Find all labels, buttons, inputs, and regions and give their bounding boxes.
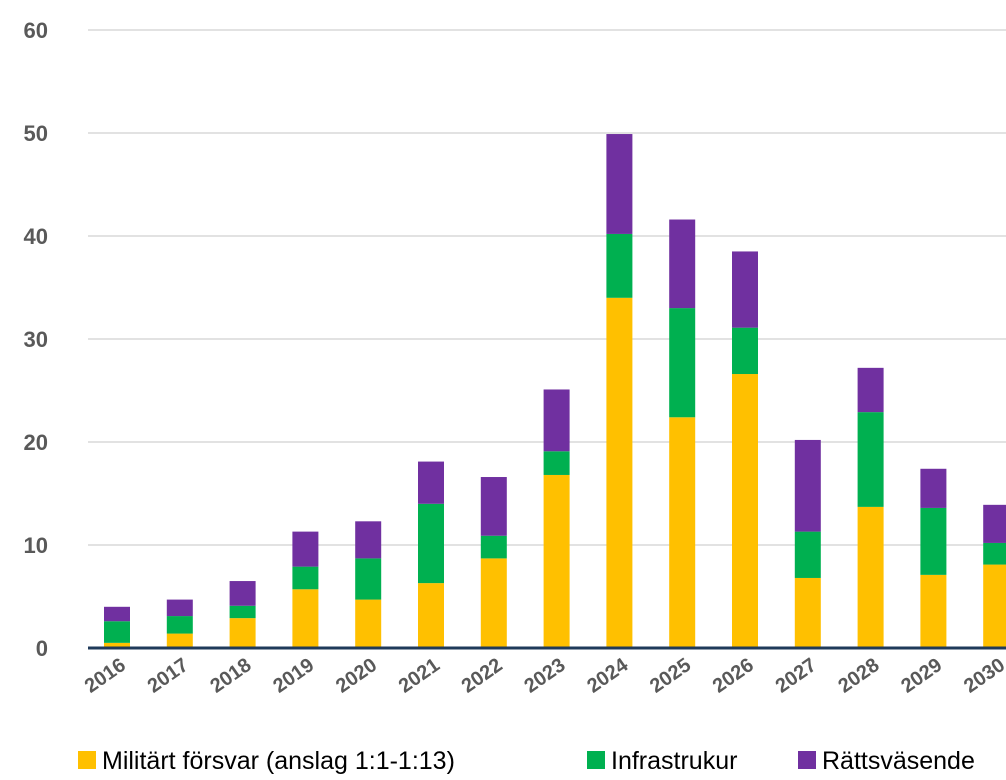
bar-segment-2016-series-1	[104, 642, 130, 648]
y-tick-label: 20	[24, 430, 48, 455]
bar-segment-2023-series-2	[543, 451, 570, 475]
legend: Militärt försvar (anslag 1:1-1:13) Infras…	[78, 747, 975, 775]
bar-segment-2018-series-3	[229, 581, 256, 606]
bar-stacks	[104, 134, 1006, 648]
y-tick-label: 0	[36, 636, 48, 661]
x-tick-label: 2027	[772, 654, 821, 698]
bar-segment-2030-series-2	[983, 542, 1006, 565]
bar-segment-2026-series-1	[732, 374, 758, 648]
bar-segment-2026-series-3	[732, 251, 758, 328]
x-tick-label: 2020	[332, 654, 381, 698]
bar-segment-2020-series-3	[355, 521, 382, 559]
y-tick-label: 50	[24, 121, 48, 146]
y-tick-label: 10	[24, 533, 48, 558]
x-tick-label: 2023	[520, 654, 569, 698]
bar-segment-2019-series-1	[292, 589, 319, 648]
bar-segment-2022-series-3	[480, 477, 507, 536]
x-tick-label: 2024	[583, 654, 633, 698]
y-tick-label: 40	[24, 224, 48, 249]
bar-segment-2017-series-2	[166, 616, 193, 634]
bar-segment-2028-series-3	[857, 367, 884, 413]
x-tick-label: 2025	[646, 654, 695, 698]
bar-segment-2030-series-1	[983, 564, 1006, 648]
bar-segment-2025-series-3	[669, 219, 696, 309]
bar-segment-2030-series-3	[983, 504, 1006, 543]
bar-segment-2018-series-2	[229, 605, 256, 619]
bar-segment-2024-series-2	[606, 233, 633, 298]
x-tick-label: 2016	[81, 654, 130, 698]
legend-label: Infrastrukur	[611, 747, 737, 775]
bar-segment-2029-series-3	[920, 468, 947, 508]
x-axis-tick-labels: 2016 2017 2018 2019 2020 2021 2022 2023 2024 2025…	[81, 654, 1006, 698]
bar-segment-2023-series-1	[543, 474, 570, 648]
bar-segment-2027-series-3	[794, 439, 821, 532]
x-tick-label: 2029	[897, 654, 946, 698]
legend-swatch	[587, 751, 605, 769]
legend-swatch	[78, 751, 96, 769]
x-tick-label: 2021	[395, 654, 444, 698]
gridlines	[88, 29, 1006, 546]
bar-segment-2019-series-2	[292, 566, 319, 590]
bar-segment-2021-series-1	[418, 583, 444, 648]
bar-segment-2024-series-1	[606, 297, 633, 648]
bar-segment-2022-series-2	[480, 535, 507, 559]
x-tick-label: 2030	[960, 654, 1006, 698]
bar-segment-2021-series-2	[418, 503, 444, 584]
bar-segment-2029-series-2	[920, 507, 947, 575]
bar-segment-2020-series-2	[355, 558, 382, 600]
bar-segment-2025-series-1	[669, 417, 696, 648]
bar-segment-2017-series-1	[166, 633, 193, 648]
legend-label: Militärt försvar (anslag 1:1-1:13)	[102, 747, 455, 775]
bar-segment-2028-series-2	[857, 412, 884, 507]
bar-segment-2016-series-3	[104, 606, 130, 622]
bar-segment-2026-series-2	[732, 327, 758, 375]
bar-segment-2028-series-1	[857, 506, 884, 648]
bar-segment-2023-series-3	[543, 389, 570, 452]
bar-segment-2018-series-1	[229, 618, 256, 648]
x-tick-label: 2018	[206, 654, 255, 698]
x-tick-label: 2026	[709, 654, 758, 698]
x-tick-label: 2022	[458, 654, 507, 698]
bar-segment-2024-series-3	[606, 134, 633, 234]
legend-swatch	[798, 751, 816, 769]
bar-segment-2017-series-3	[166, 599, 193, 617]
x-tick-label: 2019	[269, 654, 318, 698]
bar-segment-2027-series-1	[794, 577, 821, 648]
x-tick-label: 2017	[144, 654, 193, 698]
legend-label: Rättsväsende	[822, 747, 975, 775]
bar-segment-2020-series-1	[355, 599, 382, 648]
y-tick-label: 60	[24, 18, 48, 43]
bar-segment-2029-series-1	[920, 574, 947, 648]
bar-segment-2019-series-3	[292, 531, 319, 567]
y-axis-tick-labels: 0 10 20 30 40 50 60	[24, 18, 48, 661]
bar-segment-2021-series-3	[418, 461, 444, 504]
y-tick-label: 30	[24, 327, 48, 352]
bar-segment-2016-series-2	[104, 621, 130, 643]
bar-segment-2025-series-2	[669, 308, 696, 418]
bar-segment-2027-series-2	[794, 531, 821, 578]
x-tick-label: 2028	[834, 654, 883, 698]
bar-segment-2022-series-1	[480, 558, 507, 648]
